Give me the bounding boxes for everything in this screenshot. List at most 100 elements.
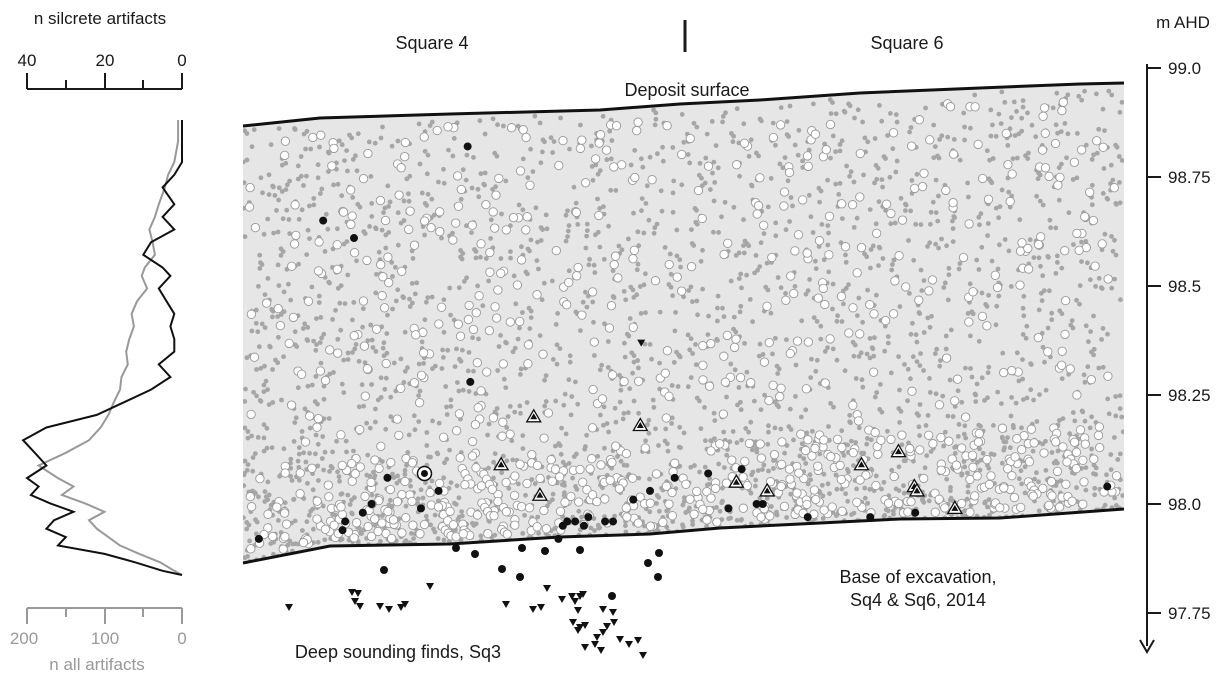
small-artifact-dot <box>1057 418 1062 423</box>
open-circle-artifact <box>765 396 773 404</box>
small-artifact-dot <box>592 263 597 268</box>
small-artifact-dot <box>368 426 373 431</box>
small-artifact-dot <box>823 349 828 354</box>
small-artifact-dot <box>539 160 544 165</box>
deep-sounding-label: Deep sounding finds, Sq3 <box>295 642 501 662</box>
small-artifact-dot <box>951 226 956 231</box>
small-artifact-dot <box>1037 308 1042 313</box>
open-circle-artifact <box>426 488 434 496</box>
small-artifact-dot <box>241 160 246 165</box>
small-artifact-dot <box>1091 353 1096 358</box>
small-artifact-dot <box>493 451 498 456</box>
small-artifact-dot <box>994 304 999 309</box>
small-artifact-dot <box>738 272 743 277</box>
small-artifact-dot <box>877 199 882 204</box>
small-artifact-dot <box>1118 393 1123 398</box>
open-circle-artifact <box>381 216 389 224</box>
small-artifact-dot <box>245 355 250 360</box>
open-circle-artifact <box>811 130 819 138</box>
small-artifact-dot <box>934 391 939 396</box>
small-artifact-dot <box>1000 461 1005 466</box>
small-artifact-dot <box>703 181 708 186</box>
small-artifact-dot <box>861 451 866 456</box>
small-artifact-dot <box>648 155 653 160</box>
small-artifact-dot <box>943 281 948 286</box>
small-artifact-dot <box>566 377 571 382</box>
open-circle-artifact <box>338 510 346 518</box>
small-artifact-dot <box>617 244 622 249</box>
open-circle-artifact <box>401 477 409 485</box>
small-artifact-dot <box>944 243 949 248</box>
small-artifact-dot <box>323 249 328 254</box>
small-artifact-dot <box>622 341 627 346</box>
open-circle-artifact <box>457 185 465 193</box>
small-artifact-dot <box>653 111 658 116</box>
open-circle-artifact <box>916 446 924 454</box>
open-circle-artifact <box>1029 492 1037 500</box>
small-artifact-dot <box>596 230 601 235</box>
small-artifact-dot <box>269 307 274 312</box>
open-circle-artifact <box>673 273 681 281</box>
small-artifact-dot <box>835 487 840 492</box>
small-artifact-dot <box>800 441 805 446</box>
small-artifact-dot <box>738 310 743 315</box>
open-circle-artifact <box>756 174 764 182</box>
deep-triangle-find <box>285 604 293 611</box>
small-artifact-dot <box>765 442 770 447</box>
black-dot-find <box>584 513 592 521</box>
small-artifact-dot <box>1084 465 1089 470</box>
open-circle-artifact <box>1000 368 1008 376</box>
small-artifact-dot <box>935 219 940 224</box>
small-artifact-dot <box>731 429 736 434</box>
open-circle-artifact <box>519 126 527 134</box>
small-artifact-dot <box>910 178 915 183</box>
small-artifact-dot <box>558 443 563 448</box>
small-artifact-dot <box>563 392 568 397</box>
open-circle-artifact <box>1062 480 1070 488</box>
open-circle-artifact <box>516 460 524 468</box>
open-circle-artifact <box>677 287 685 295</box>
open-circle-artifact <box>906 444 914 452</box>
small-artifact-dot <box>889 468 894 473</box>
open-circle-artifact <box>282 520 290 528</box>
open-circle-artifact <box>707 494 715 502</box>
small-artifact-dot <box>401 295 406 300</box>
small-artifact-dot <box>1067 210 1072 215</box>
small-artifact-dot <box>773 426 778 431</box>
small-artifact-dot <box>597 206 602 211</box>
small-artifact-dot <box>540 150 545 155</box>
open-circle-artifact <box>420 349 428 357</box>
small-artifact-dot <box>471 155 476 160</box>
small-artifact-dot <box>669 421 674 426</box>
small-artifact-dot <box>729 131 734 136</box>
black-dot-find <box>738 465 746 473</box>
open-circle-artifact <box>287 401 295 409</box>
small-artifact-dot <box>738 304 743 309</box>
small-artifact-dot <box>789 195 794 200</box>
small-artifact-dot <box>520 207 525 212</box>
open-circle-artifact <box>602 146 610 154</box>
small-artifact-dot <box>587 257 592 262</box>
open-circle-artifact <box>969 288 977 296</box>
open-circle-artifact <box>874 450 882 458</box>
open-circle-artifact <box>387 534 395 542</box>
small-artifact-dot <box>944 347 949 352</box>
small-artifact-dot <box>297 445 302 450</box>
open-circle-artifact <box>485 326 493 334</box>
small-artifact-dot <box>554 322 559 327</box>
small-artifact-dot <box>567 268 572 273</box>
small-artifact-dot <box>1092 347 1097 352</box>
small-artifact-dot <box>1059 266 1064 271</box>
small-artifact-dot <box>574 201 579 206</box>
small-artifact-dot <box>486 466 491 471</box>
small-artifact-dot <box>896 406 901 411</box>
open-circle-artifact <box>1044 348 1052 356</box>
open-circle-artifact <box>408 459 416 467</box>
small-artifact-dot <box>538 121 543 126</box>
small-artifact-dot <box>559 426 564 431</box>
small-artifact-dot <box>396 243 401 248</box>
small-artifact-dot <box>449 480 454 485</box>
small-artifact-dot <box>1121 429 1126 434</box>
small-artifact-dot <box>357 404 362 409</box>
small-artifact-dot <box>541 138 546 143</box>
